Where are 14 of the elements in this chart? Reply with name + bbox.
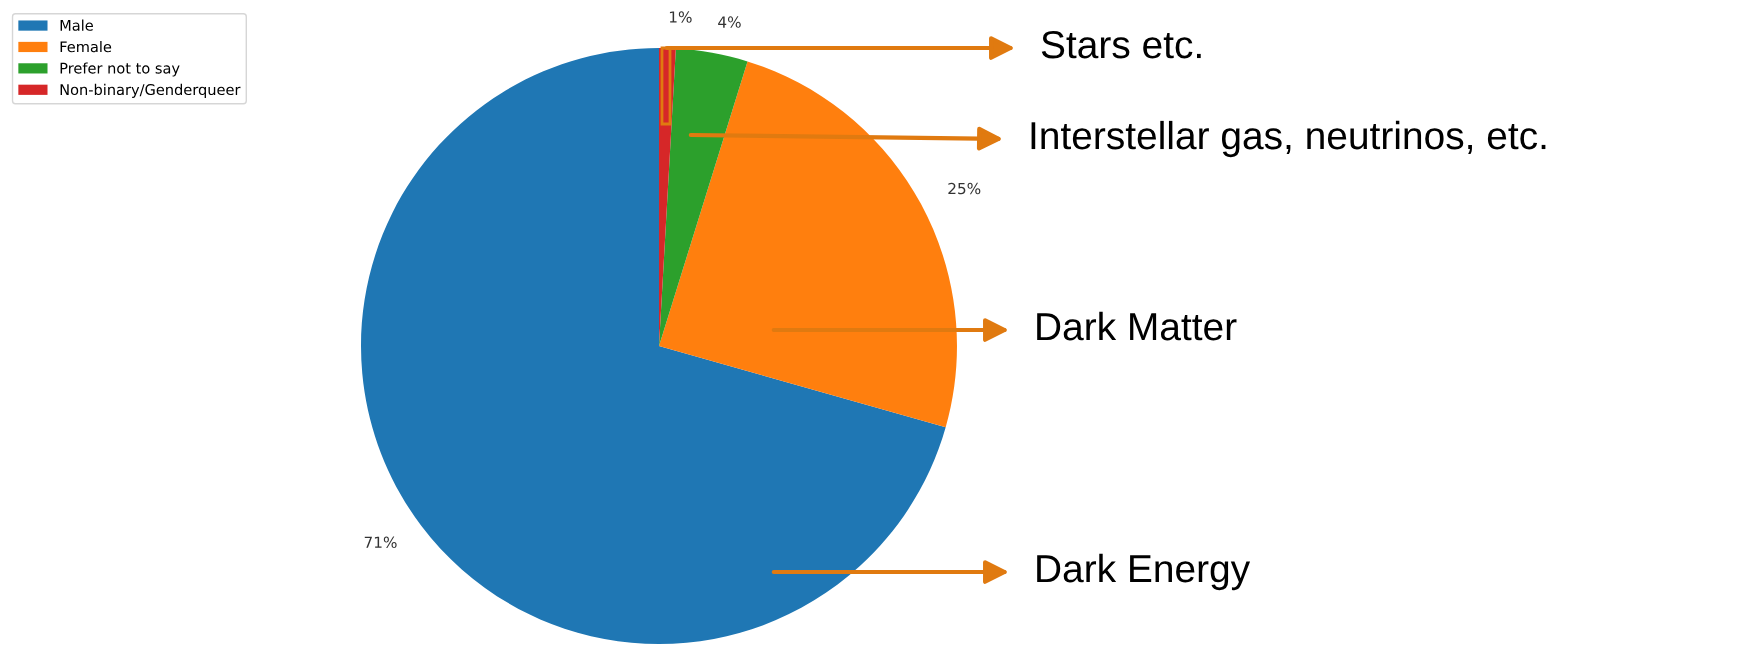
data-label: 1% (669, 11, 692, 23)
pie-slice (361, 48, 946, 644)
legend-label: Non-binary/Genderqueer (60, 83, 241, 98)
text: Dark Energy (1037, 553, 1251, 591)
data-label: 71% (364, 536, 397, 549)
legend-label: Female (60, 40, 112, 53)
legend-label: Male (60, 19, 93, 31)
text: Interstellar gas, neutrinos, etc. (1031, 120, 1546, 158)
text: Dark Matter (1037, 311, 1237, 341)
legend-label: Prefer not to say (60, 62, 180, 77)
data-label: 25% (948, 182, 981, 195)
pie-slice (659, 48, 748, 346)
text: Stars etc. (1041, 30, 1201, 59)
data-label: 4% (718, 16, 741, 28)
